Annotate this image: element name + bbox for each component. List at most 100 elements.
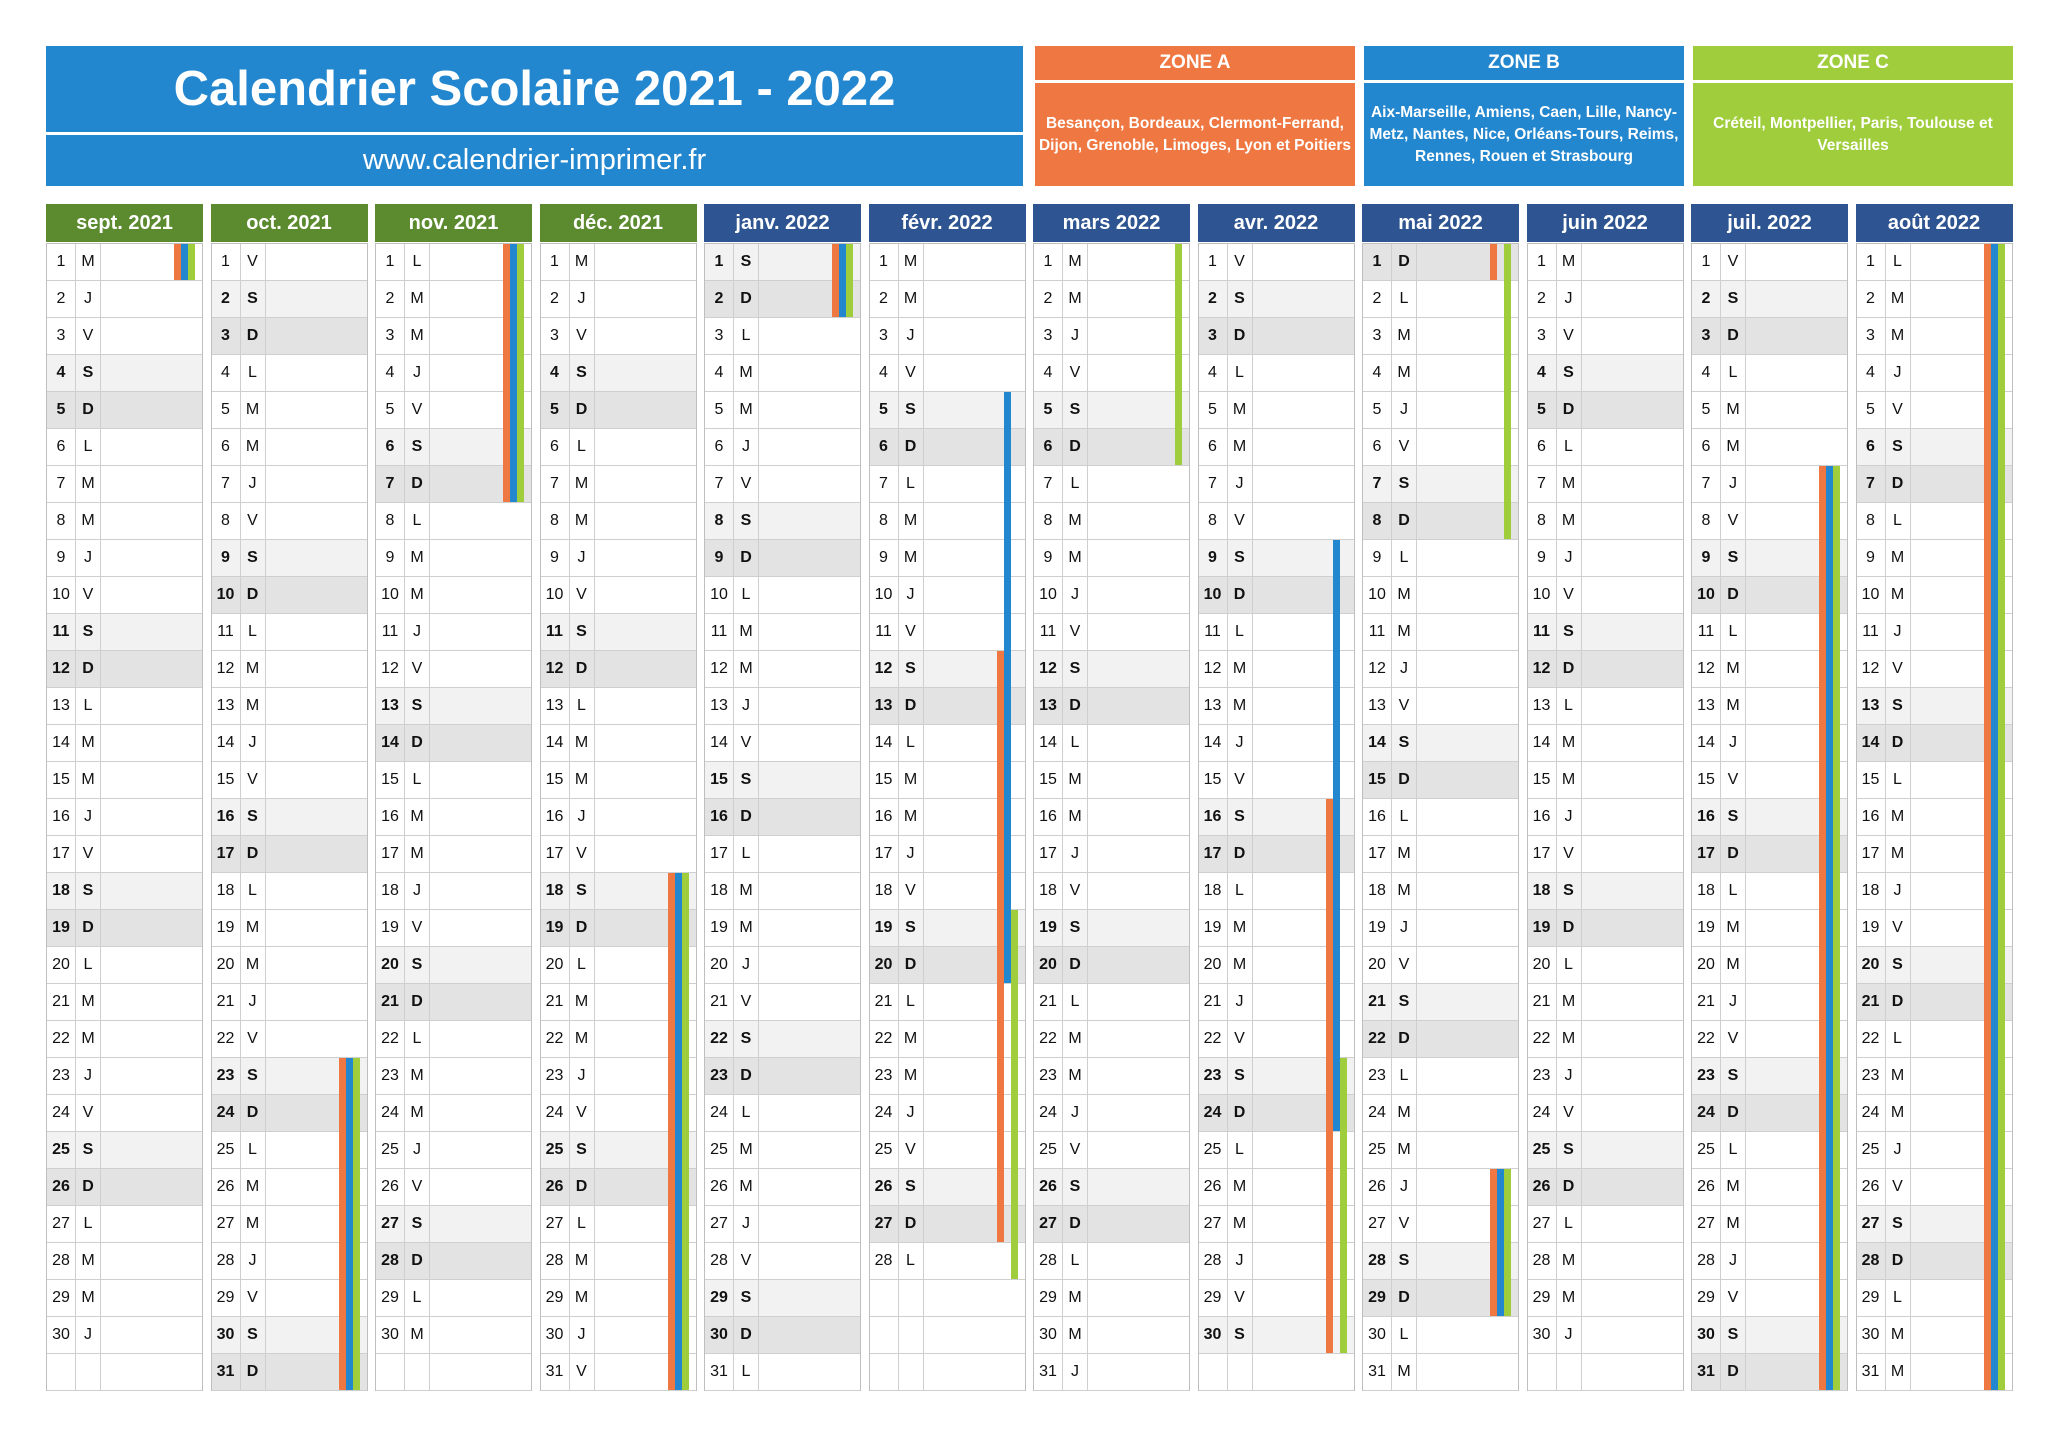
day-row[interactable]: 15 M (869, 762, 1025, 799)
day-row[interactable]: 24 J (1034, 1095, 1189, 1132)
day-row[interactable]: 29 M (540, 1280, 696, 1317)
day-row[interactable]: 25 L (1198, 1132, 1354, 1169)
day-row[interactable]: 14 S (1363, 725, 1518, 762)
day-row[interactable]: 17 J (869, 836, 1025, 873)
day-row[interactable]: 30 M (1034, 1317, 1189, 1354)
day-row[interactable]: 23 J (1527, 1058, 1683, 1095)
day-row[interactable]: 21 S (1363, 984, 1518, 1021)
day-row[interactable]: 19 M (705, 910, 860, 947)
day-row[interactable]: 25 S (47, 1132, 202, 1169)
day-row[interactable]: 13 V (1363, 688, 1518, 725)
day-row[interactable]: 13 M (1692, 688, 1847, 725)
day-row[interactable]: 26 M (1198, 1169, 1354, 1206)
day-row[interactable]: 18 L (211, 873, 367, 910)
day-row[interactable]: 26 D (47, 1169, 202, 1206)
day-row[interactable]: 22 L (1856, 1021, 2012, 1058)
day-row[interactable]: 19 D (1527, 910, 1683, 947)
day-row[interactable]: 27 V (1363, 1206, 1518, 1243)
day-row[interactable]: 23 M (1034, 1058, 1189, 1095)
day-row[interactable]: 28 D (376, 1243, 531, 1280)
day-row[interactable]: 26 V (376, 1169, 531, 1206)
day-row[interactable]: 17 M (1363, 836, 1518, 873)
day-row[interactable]: 10 M (1856, 577, 2012, 614)
day-row[interactable]: 30 J (47, 1317, 202, 1354)
day-row[interactable]: 30 M (376, 1317, 531, 1354)
day-row[interactable]: 10 V (47, 577, 202, 614)
day-row[interactable]: 18 S (1527, 873, 1683, 910)
day-row[interactable]: 18 M (1363, 873, 1518, 910)
day-row[interactable]: 31 J (1034, 1354, 1189, 1391)
day-row[interactable]: 25 J (1856, 1132, 2012, 1169)
day-row[interactable]: 10 M (1363, 577, 1518, 614)
day-row[interactable]: 20 M (1198, 947, 1354, 984)
day-row[interactable]: 30 L (1363, 1317, 1518, 1354)
day-row[interactable]: 21 J (1692, 984, 1847, 1021)
day-row[interactable]: 10 J (1034, 577, 1189, 614)
day-row[interactable]: 14 M (540, 725, 696, 762)
day-row[interactable]: 28 L (1034, 1243, 1189, 1280)
day-row[interactable]: 24 J (869, 1095, 1025, 1132)
day-row[interactable]: 31 V (540, 1354, 696, 1391)
day-row[interactable]: 10 V (540, 577, 696, 614)
day-row[interactable]: 19 J (1363, 910, 1518, 947)
day-row[interactable]: 29 S (705, 1280, 860, 1317)
day-row[interactable]: 30 M (1856, 1317, 2012, 1354)
day-row[interactable]: 17 V (47, 836, 202, 873)
day-row[interactable]: 27 D (1034, 1206, 1189, 1243)
day-row[interactable]: 20 M (1692, 947, 1847, 984)
day-row[interactable]: 12 M (1692, 651, 1847, 688)
day-row[interactable]: 17 V (540, 836, 696, 873)
day-row[interactable]: 16 M (869, 799, 1025, 836)
day-row[interactable]: 17 D (211, 836, 367, 873)
day-row[interactable]: 30 J (540, 1317, 696, 1354)
day-row[interactable]: 14 J (211, 725, 367, 762)
day-row[interactable]: 23 M (376, 1058, 531, 1095)
day-row[interactable]: 13 L (1527, 688, 1683, 725)
day-row[interactable]: 14 V (705, 725, 860, 762)
day-row[interactable]: 17 M (1856, 836, 2012, 873)
day-row[interactable]: 14 M (1527, 725, 1683, 762)
day-row[interactable]: 25 J (376, 1132, 531, 1169)
day-row[interactable]: 29 V (1198, 1280, 1354, 1317)
day-row[interactable]: 23 D (705, 1058, 860, 1095)
day-row[interactable]: 28 M (1527, 1243, 1683, 1280)
day-row[interactable]: 25 M (1363, 1132, 1518, 1169)
day-row[interactable]: 21 M (1527, 984, 1683, 1021)
